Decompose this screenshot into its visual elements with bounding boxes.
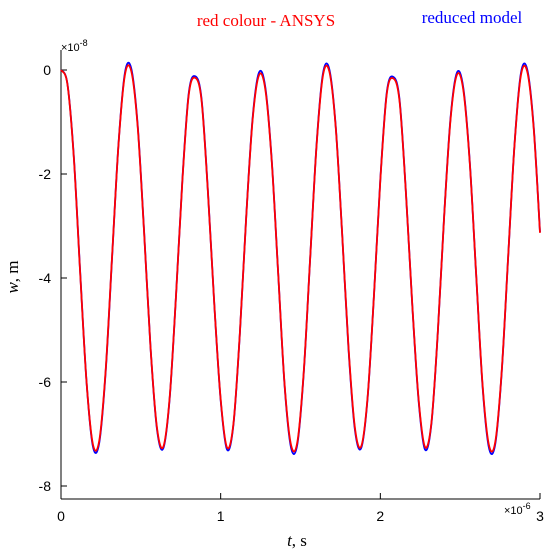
plot-area (60, 61, 541, 455)
x-tick-label: 1 (217, 508, 225, 524)
y-tick-label: 0 (43, 62, 51, 78)
y-tick-label: -8 (39, 478, 52, 494)
x-multiplier: ×10-6 (504, 501, 531, 517)
y-tick-label: -4 (39, 270, 52, 286)
y-tick-label: -6 (39, 374, 52, 390)
y-axis-label: w, m (3, 260, 22, 293)
legend-entry-reduced-model: reduced model (422, 8, 523, 27)
y-tick-label: -2 (39, 166, 52, 182)
axis-ticks: 0 1 2 3 0 -2 -4 -6 -8 (39, 62, 545, 524)
x-axis-label: t, s (287, 531, 307, 550)
series-line-ansys (60, 64, 541, 453)
x-tick-label: 3 (536, 508, 544, 524)
x-tick-label: 0 (57, 508, 65, 524)
legend-entry-ansys: red colour - ANSYS (197, 11, 335, 30)
series-line-reduced-model (60, 61, 541, 455)
y-multiplier: ×10-8 (61, 38, 88, 54)
x-tick-label: 2 (376, 508, 384, 524)
